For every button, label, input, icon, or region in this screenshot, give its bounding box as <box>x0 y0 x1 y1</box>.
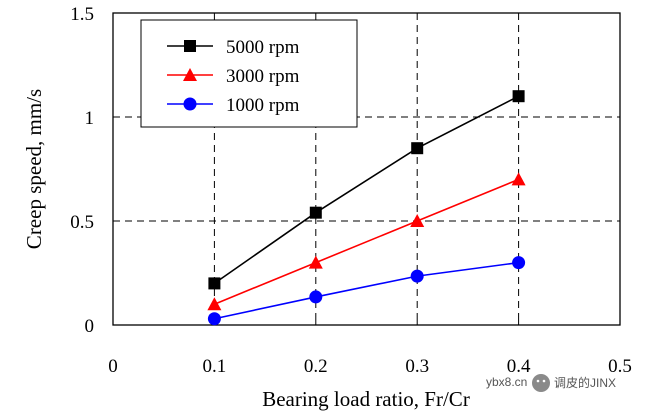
data-point-1000-rpm <box>512 256 526 270</box>
data-point-3000-rpm <box>511 172 526 186</box>
y-tick-label: 1.5 <box>70 4 94 25</box>
wechat-icon <box>532 374 550 392</box>
data-point-3000-rpm <box>410 214 425 227</box>
data-point-5000-rpm <box>411 142 424 155</box>
legend-marker <box>183 68 197 81</box>
data-point-5000-rpm <box>208 277 221 290</box>
series-3000-rpm <box>207 172 526 311</box>
y-tick-label: 0 <box>85 316 95 337</box>
watermark-account: 调皮的JINX <box>554 375 616 390</box>
data-point-1000-rpm <box>410 269 424 283</box>
y-axis-label: Creep speed, mm/s <box>22 89 46 249</box>
data-point-1000-rpm <box>207 312 221 326</box>
data-point-1000-rpm <box>309 290 323 304</box>
plot-frame <box>112 12 621 326</box>
legend-label: 3000 rpm <box>226 66 300 87</box>
x-tick-label: 0.1 <box>203 356 227 377</box>
x-tick-label: 0.4 <box>507 356 531 377</box>
x-tick-label: 0.3 <box>405 356 429 377</box>
data-point-3000-rpm <box>308 255 323 269</box>
x-tick-label: 0.5 <box>608 356 632 377</box>
legend-marker <box>184 40 196 52</box>
y-tick-label: 0.5 <box>70 212 94 233</box>
legend-item-5000-rpm: 5000 rpm <box>167 37 300 58</box>
series-line-1000-rpm <box>214 261 519 320</box>
watermark: ybx8.cn 调皮的JINX <box>486 374 616 392</box>
series-line-5000-rpm <box>213 95 519 285</box>
series-line-3000-rpm <box>214 178 519 305</box>
series-5000-rpm <box>208 90 525 290</box>
data-point-5000-rpm <box>512 90 525 103</box>
series-group <box>207 90 526 326</box>
legend-marker <box>183 97 197 111</box>
data-point-3000-rpm <box>207 297 222 311</box>
y-tick-label: 1 <box>85 108 95 129</box>
watermark-site: ybx8.cn <box>486 375 527 389</box>
x-tick-label: 0 <box>108 356 118 377</box>
legend-label: 1000 rpm <box>226 95 300 116</box>
legend: 5000 rpm 3000 rpm 1000 rpm <box>140 19 358 128</box>
legend-item-1000-rpm: 1000 rpm <box>167 95 300 116</box>
legend-item-3000-rpm: 3000 rpm <box>167 66 300 87</box>
axis-ticks: 0 0.1 0.2 0.3 0.4 0.5 0 0.5 1 1.5 <box>70 4 632 377</box>
x-tick-label: 0.2 <box>304 356 328 377</box>
x-axis-label: Bearing load ratio, Fr/Cr <box>262 387 470 411</box>
series-1000-rpm <box>207 256 526 326</box>
data-point-5000-rpm <box>309 206 322 219</box>
legend-box <box>140 19 358 128</box>
legend-label: 5000 rpm <box>226 37 300 58</box>
